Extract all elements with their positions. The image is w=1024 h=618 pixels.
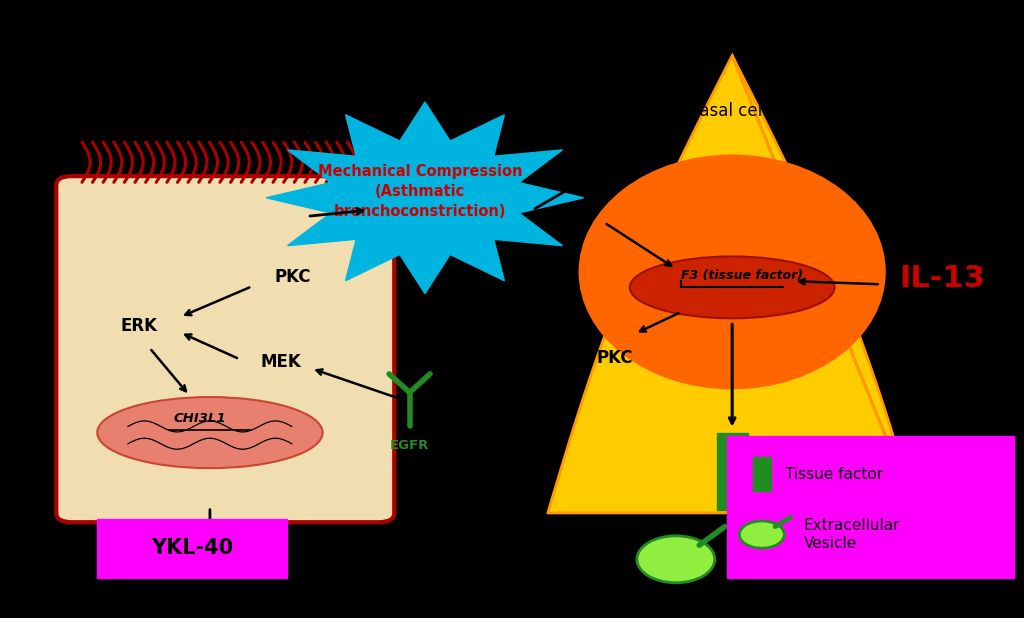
Text: MEK: MEK [260,353,301,371]
Text: Mechanical Compression
(Asthmatic
bronchoconstriction): Mechanical Compression (Asthmatic bronch… [317,164,522,219]
Text: PKC: PKC [274,268,311,286]
Ellipse shape [97,397,323,468]
Text: YKL-40: YKL-40 [151,538,233,559]
Polygon shape [753,457,771,491]
FancyBboxPatch shape [97,519,287,578]
Circle shape [739,521,784,548]
FancyBboxPatch shape [727,436,1014,578]
Text: EGFR: EGFR [390,439,429,452]
Text: ERK: ERK [121,317,158,335]
Text: F3 (tissue factor): F3 (tissue factor) [681,268,804,282]
Polygon shape [717,433,748,510]
Text: CHI3L1: CHI3L1 [173,412,226,425]
Text: IL-13: IL-13 [899,264,985,292]
Polygon shape [548,56,916,513]
Circle shape [637,536,715,583]
Ellipse shape [630,256,835,318]
Text: Tissue factor: Tissue factor [785,467,884,482]
Text: Basal cells: Basal cells [688,102,776,121]
Polygon shape [266,102,584,294]
FancyBboxPatch shape [56,176,394,522]
Text: Extracellular
Vesicle: Extracellular Vesicle [804,519,900,551]
Ellipse shape [579,154,886,389]
Text: PKC: PKC [596,349,633,368]
